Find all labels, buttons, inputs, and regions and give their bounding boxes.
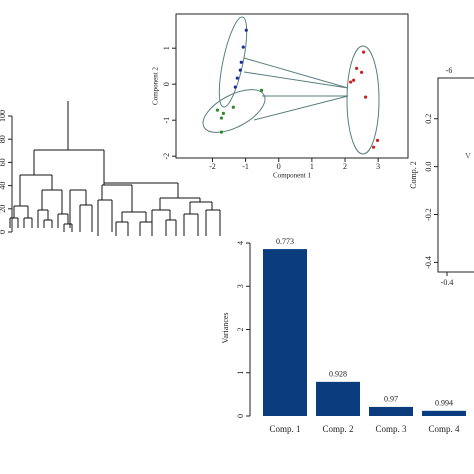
point (231, 105, 235, 109)
x-tick-label: 3 (376, 162, 380, 171)
point (233, 85, 237, 89)
y-tick-label: 4 (236, 241, 245, 245)
y-tick-label: 0 (0, 230, 7, 234)
x-tick-label: -0.4 (441, 278, 454, 287)
point (352, 78, 356, 82)
point (363, 95, 368, 99)
data-label: 0.994 (435, 399, 453, 408)
y-tick-label: 2 (236, 328, 245, 332)
y-tick-label: 3 (236, 284, 245, 288)
y-tick-label: -0.4 (424, 256, 433, 269)
point (259, 88, 264, 92)
point (244, 28, 248, 32)
point (375, 138, 380, 142)
point (239, 60, 243, 64)
x-axis-label: Component 1 (273, 172, 311, 180)
y-axis-label: Variances (221, 312, 230, 343)
point (221, 111, 225, 115)
y-tick-label: 0 (162, 82, 171, 86)
point (349, 80, 353, 84)
point (371, 145, 376, 149)
bar (263, 249, 307, 416)
x-tick-label: Comp. 3 (375, 424, 407, 434)
top-tick-label: -6 (446, 66, 453, 75)
y-tick-label: -2 (162, 153, 171, 160)
y-tick-label: 40 (0, 182, 7, 190)
y-tick-label: -1 (162, 117, 171, 124)
dendrogram-tree (9, 101, 221, 236)
y-tick-label: 1 (162, 46, 171, 50)
y-axis-label: Component 2 (152, 67, 160, 105)
y-tick-label: 60 (0, 158, 7, 166)
x-tick-label: Comp. 2 (322, 424, 353, 434)
bar (369, 406, 413, 416)
y-tick-label: -0.2 (424, 208, 433, 221)
bar (422, 410, 466, 416)
annotation: V (465, 151, 471, 160)
y-tick-label: 80 (0, 135, 7, 143)
y-tick-label: 0 (236, 414, 245, 418)
point (361, 50, 366, 54)
point (238, 68, 242, 72)
scatter-links (202, 16, 380, 155)
bar (316, 381, 360, 416)
y-tick-label: 1 (236, 371, 245, 375)
point (219, 130, 224, 134)
x-tick-label: -1 (242, 162, 249, 171)
x-tick-label: Comp. 1 (269, 424, 300, 434)
x-tick-label: 1 (310, 162, 314, 171)
x-tick-label: Comp. 4 (428, 424, 460, 434)
plot-frame (437, 77, 474, 273)
y-tick-label: 0.0 (424, 162, 433, 172)
x-tick-label: -2 (209, 162, 216, 171)
point (219, 116, 224, 120)
point (241, 45, 245, 49)
x-tick-label: 0 (277, 162, 281, 171)
y-tick-label: 100 (0, 110, 7, 122)
data-label: 0.928 (329, 370, 347, 379)
data-label: 0.773 (276, 237, 294, 246)
plot-frame (175, 13, 409, 159)
point (355, 66, 359, 70)
point (360, 70, 364, 74)
y-tick-label: 20 (0, 205, 7, 213)
point (215, 108, 220, 112)
y-tick-label: 0.2 (424, 114, 433, 124)
x-tick-label: 2 (343, 162, 347, 171)
point (235, 76, 239, 80)
data-label: 0.97 (384, 395, 398, 404)
y-axis-label: Comp. 2 (409, 161, 418, 189)
